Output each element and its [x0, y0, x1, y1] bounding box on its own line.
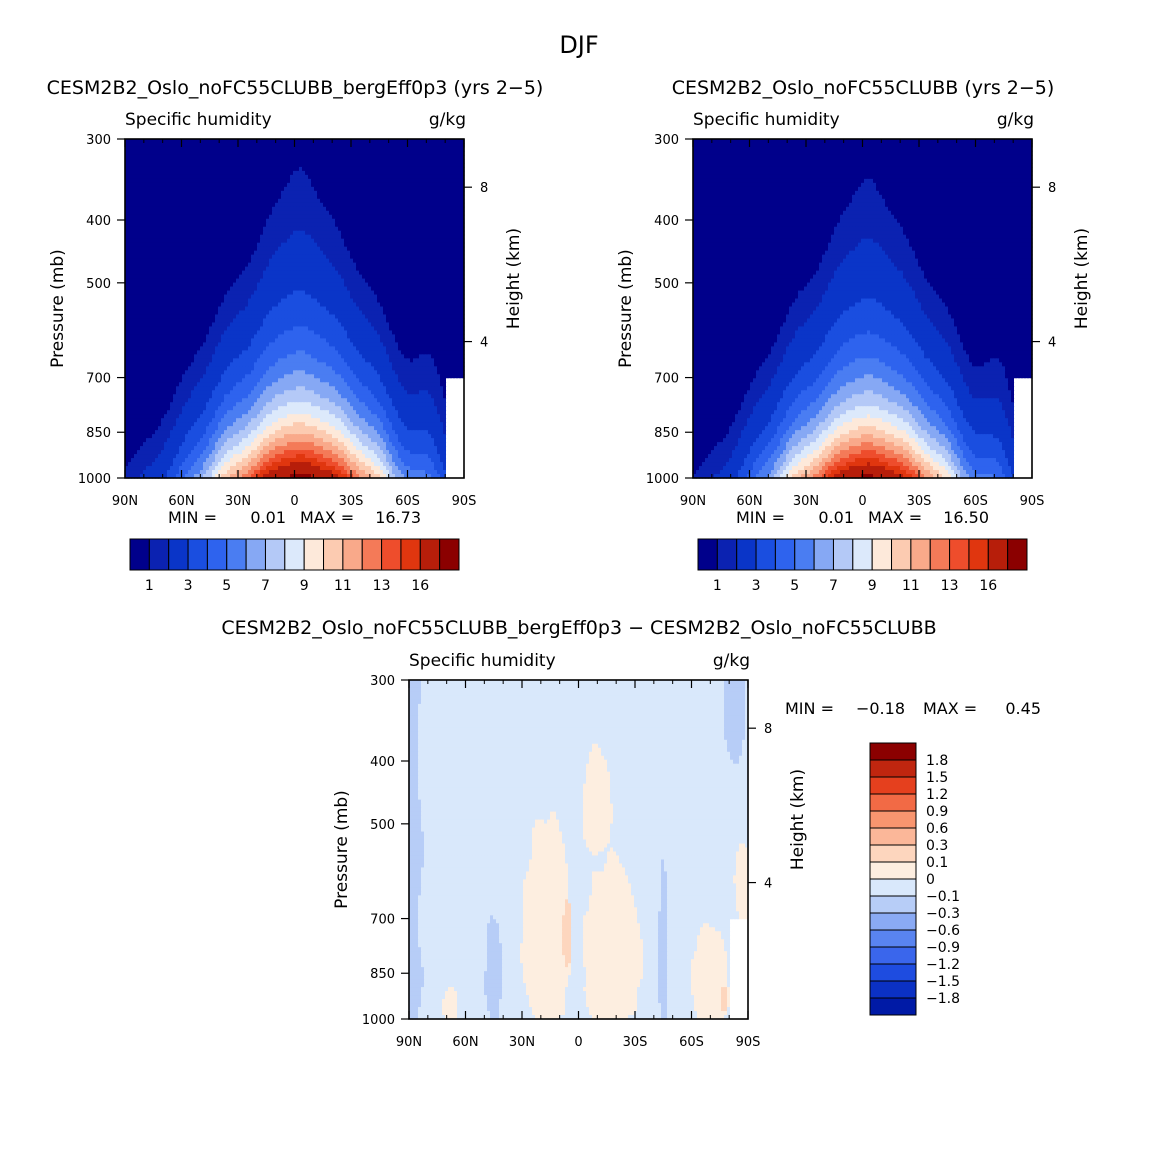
figure-title: DJF	[559, 31, 598, 59]
figure-canvas: DJF CESM2B2_Oslo_noFC55CLUBB_bergEff0p3 …	[0, 0, 1158, 1158]
contour-field	[125, 139, 465, 479]
variable-label: Specific humidity	[125, 110, 272, 130]
panel-title: CESM2B2_Oslo_noFC55CLUBB_bergEff0p3 (yrs…	[47, 77, 544, 99]
units-label: g/kg	[429, 110, 466, 130]
panel-p1: CESM2B2_Oslo_noFC55CLUBB_bergEff0p3 (yrs…	[47, 77, 544, 594]
